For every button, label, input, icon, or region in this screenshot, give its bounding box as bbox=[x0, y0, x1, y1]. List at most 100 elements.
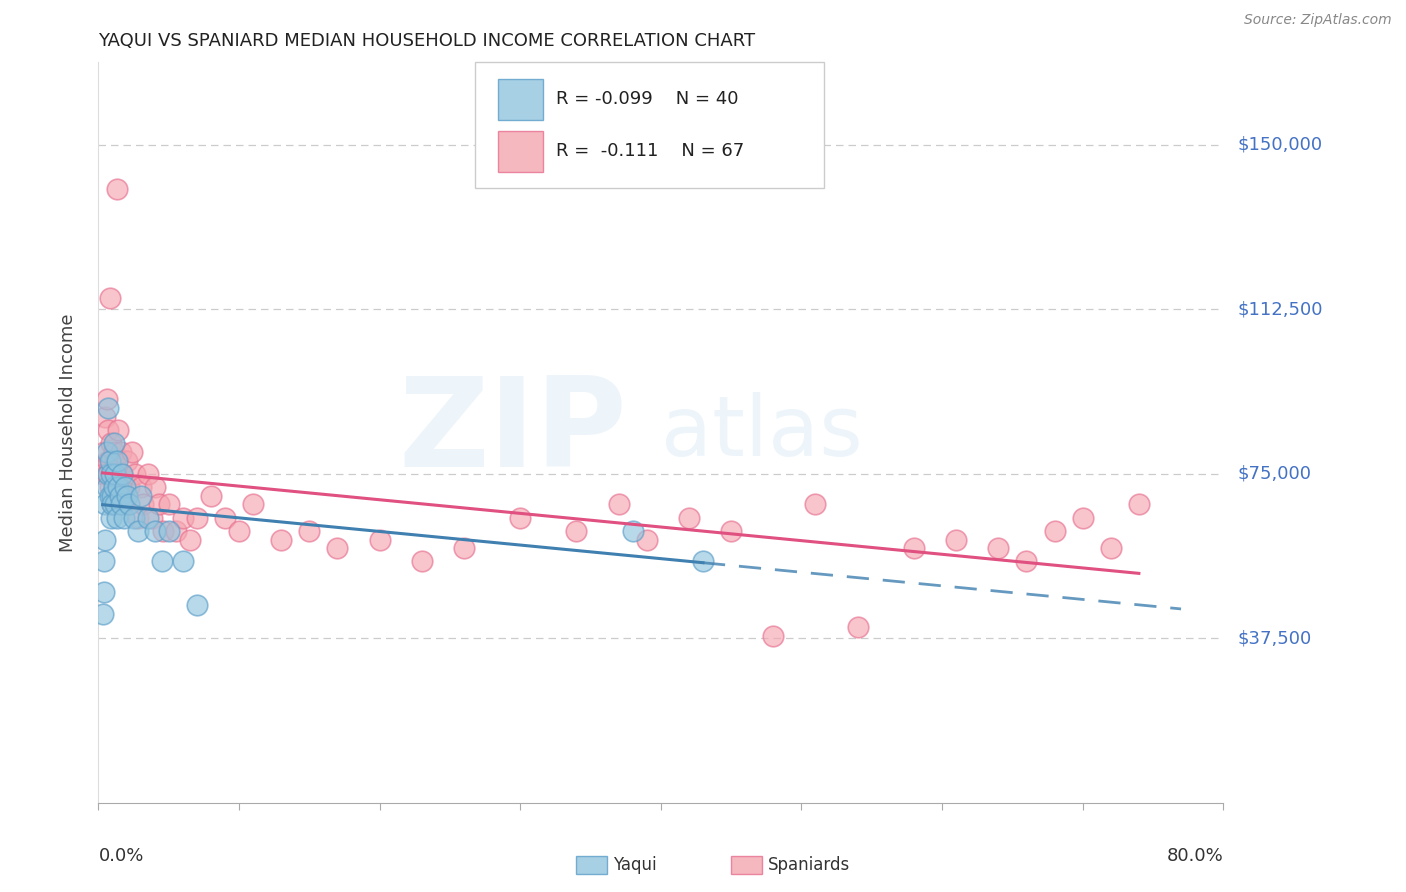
Point bbox=[97, 401, 120, 415]
Point bbox=[148, 498, 170, 512]
Point bbox=[105, 510, 128, 524]
Text: 80.0%: 80.0% bbox=[1167, 847, 1223, 865]
Point bbox=[143, 524, 166, 538]
Point bbox=[96, 392, 118, 406]
Point bbox=[270, 533, 292, 547]
Text: $150,000: $150,000 bbox=[1237, 136, 1322, 153]
Point bbox=[129, 480, 152, 494]
Point bbox=[172, 554, 194, 568]
Point bbox=[132, 498, 155, 512]
Point bbox=[101, 467, 124, 481]
FancyBboxPatch shape bbox=[498, 131, 543, 171]
Point bbox=[509, 510, 531, 524]
Point bbox=[179, 533, 201, 547]
Point bbox=[103, 436, 125, 450]
Point bbox=[93, 585, 115, 599]
Point bbox=[112, 510, 135, 524]
Point bbox=[150, 554, 173, 568]
Point bbox=[762, 629, 785, 643]
Point bbox=[129, 489, 152, 503]
Point bbox=[97, 423, 120, 437]
Point bbox=[141, 510, 163, 524]
Point bbox=[101, 498, 124, 512]
Point bbox=[96, 445, 118, 459]
Point bbox=[607, 498, 630, 512]
Point bbox=[124, 467, 146, 481]
Point bbox=[97, 453, 120, 467]
Point bbox=[127, 510, 149, 524]
Point bbox=[104, 453, 127, 467]
Point bbox=[200, 489, 222, 503]
Y-axis label: Median Household Income: Median Household Income bbox=[59, 313, 77, 552]
Point bbox=[136, 467, 159, 481]
Point bbox=[368, 533, 391, 547]
Point bbox=[1071, 510, 1094, 524]
Point bbox=[127, 524, 149, 538]
FancyBboxPatch shape bbox=[498, 79, 543, 120]
Point bbox=[565, 524, 588, 538]
Point bbox=[101, 498, 124, 512]
Point bbox=[112, 498, 135, 512]
Point bbox=[298, 524, 321, 538]
Point bbox=[186, 510, 208, 524]
Point bbox=[945, 533, 967, 547]
Point bbox=[111, 467, 134, 481]
Point bbox=[678, 510, 700, 524]
Text: Yaqui: Yaqui bbox=[613, 856, 657, 874]
Text: atlas: atlas bbox=[661, 392, 862, 473]
Point bbox=[107, 423, 129, 437]
Point bbox=[636, 533, 658, 547]
Text: $112,500: $112,500 bbox=[1237, 301, 1323, 318]
Point bbox=[846, 620, 869, 634]
Point bbox=[94, 533, 117, 547]
Point bbox=[110, 498, 132, 512]
Point bbox=[122, 510, 145, 524]
Point bbox=[165, 524, 187, 538]
Point bbox=[115, 489, 138, 503]
Point bbox=[228, 524, 250, 538]
Point bbox=[100, 510, 122, 524]
Point bbox=[214, 510, 236, 524]
Point bbox=[105, 181, 128, 195]
Point bbox=[136, 510, 159, 524]
Point bbox=[100, 453, 122, 467]
Point bbox=[110, 445, 132, 459]
Point bbox=[111, 467, 134, 481]
Point bbox=[100, 436, 122, 450]
Text: R =  -0.111    N = 67: R = -0.111 N = 67 bbox=[557, 143, 744, 161]
Point bbox=[118, 480, 141, 494]
Point bbox=[98, 291, 121, 305]
Point bbox=[103, 480, 125, 494]
Point bbox=[242, 498, 264, 512]
Point bbox=[103, 445, 125, 459]
Text: 0.0%: 0.0% bbox=[98, 847, 143, 865]
Point bbox=[108, 480, 131, 494]
Point bbox=[692, 554, 714, 568]
Point bbox=[98, 489, 121, 503]
Point bbox=[104, 467, 127, 481]
Point bbox=[94, 409, 117, 424]
Point bbox=[326, 541, 349, 556]
Text: $37,500: $37,500 bbox=[1237, 629, 1312, 648]
Point bbox=[108, 489, 131, 503]
Point bbox=[118, 498, 141, 512]
Point bbox=[453, 541, 475, 556]
Point bbox=[91, 607, 114, 622]
Point bbox=[103, 480, 125, 494]
Point bbox=[143, 480, 166, 494]
Point bbox=[804, 498, 827, 512]
Point bbox=[1015, 554, 1038, 568]
Point bbox=[101, 489, 124, 503]
Point bbox=[121, 445, 143, 459]
Point bbox=[1099, 541, 1122, 556]
Point bbox=[96, 480, 118, 494]
Point bbox=[96, 467, 118, 481]
Point bbox=[621, 524, 644, 538]
Point bbox=[93, 445, 115, 459]
Point bbox=[152, 524, 174, 538]
Point bbox=[105, 453, 128, 467]
Point bbox=[903, 541, 925, 556]
Point bbox=[104, 489, 127, 503]
Point bbox=[97, 467, 120, 481]
Text: ZIP: ZIP bbox=[398, 372, 627, 493]
